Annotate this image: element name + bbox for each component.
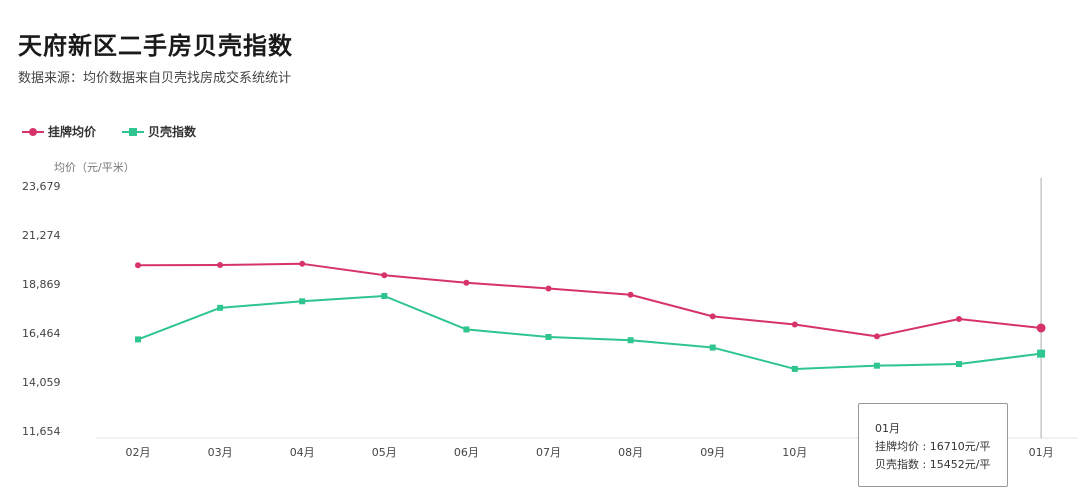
chart-tooltip: 01月 挂牌均价 : 16710元/平 贝壳指数 : 15452元/平 [858, 403, 1008, 487]
data-source-note: 数据来源：均价数据来自贝壳找房成交系统统计 [18, 71, 292, 86]
y-tick-label: 11,654 [22, 425, 61, 438]
data-point [873, 362, 880, 369]
legend-circle-marker-icon [22, 127, 44, 136]
y-tick-label: 16,464 [22, 327, 61, 340]
data-point [627, 291, 634, 298]
tooltip-list-price: 挂牌均价 : 16710元/平 [875, 440, 991, 453]
x-tick-label: 04月 [290, 446, 315, 459]
y-tick-label: 14,059 [22, 376, 61, 389]
legend-label-list-price: 挂牌均价 [48, 125, 97, 139]
chart-legend: 挂牌均价 贝壳指数 [22, 123, 196, 140]
data-point [873, 333, 880, 340]
legend-item-list-price[interactable]: 挂牌均价 [22, 123, 96, 140]
data-point [463, 279, 470, 286]
x-tick-label: 09月 [700, 446, 725, 459]
data-point [545, 285, 552, 292]
x-tick-label: 07月 [536, 446, 561, 459]
legend-label-beike-index: 贝壳指数 [148, 125, 197, 139]
tooltip-beike-index: 贝壳指数 : 15452元/平 [875, 458, 991, 471]
data-point [1036, 323, 1046, 333]
x-tick-label: 02月 [126, 446, 151, 459]
data-point [1037, 349, 1046, 358]
data-point [217, 262, 224, 269]
data-point [956, 361, 962, 368]
x-tick-label: 01月 [1029, 446, 1054, 459]
data-point [135, 262, 141, 269]
data-point [791, 321, 798, 328]
data-point [709, 344, 716, 351]
page-title: 天府新区二手房贝壳指数 [18, 32, 293, 60]
x-tick-label: 08月 [618, 446, 643, 459]
y-axis-label: 均价（元/平米） [54, 161, 135, 174]
data-point [709, 313, 716, 320]
data-point [956, 316, 962, 323]
tooltip-title: 01月 [875, 422, 900, 435]
x-tick-label: 05月 [372, 446, 397, 459]
series-line-2 [137, 295, 1042, 370]
data-point [135, 336, 141, 343]
y-tick-label: 21,274 [22, 229, 61, 242]
data-point [217, 304, 224, 311]
data-point [299, 298, 306, 305]
data-point [299, 260, 306, 267]
data-point [545, 333, 552, 340]
x-tick-label: 03月 [208, 446, 233, 459]
data-point [463, 326, 470, 333]
data-point [381, 272, 388, 279]
data-point [791, 365, 798, 372]
x-tick-label: 06月 [454, 446, 479, 459]
legend-square-marker-icon [122, 127, 145, 136]
legend-item-beike-index[interactable]: 贝壳指数 [122, 123, 196, 140]
y-tick-label: 18,869 [22, 278, 61, 291]
data-point [627, 337, 634, 344]
x-tick-label: 10月 [782, 446, 807, 459]
y-tick-label: 23,679 [22, 180, 61, 193]
data-point [381, 293, 388, 300]
series-line-1 [137, 262, 1042, 338]
